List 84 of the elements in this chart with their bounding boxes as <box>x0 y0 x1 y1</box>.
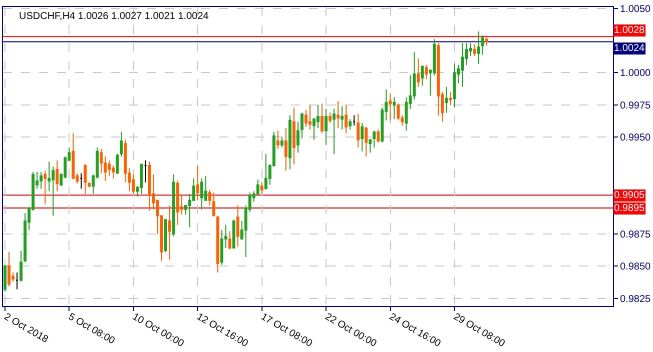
candlestick <box>172 174 176 237</box>
x-tick-label: 29 Oct 08:00 <box>451 311 507 350</box>
candlestick <box>216 215 220 273</box>
candlestick <box>308 104 312 130</box>
candlestick <box>332 108 336 154</box>
y-tick-label: 0.9875 <box>620 229 652 240</box>
candlestick <box>348 118 352 130</box>
candlestick <box>485 37 488 46</box>
candlestick <box>8 251 10 288</box>
candlestick <box>416 58 420 88</box>
y-tick-label: 0.9950 <box>620 132 652 144</box>
candlestick <box>116 153 119 174</box>
y-tick-label: 0.9975 <box>620 100 652 112</box>
y-tick-label: 0.9850 <box>620 262 652 273</box>
x-tick-label: 10 Oct 00:00 <box>130 311 186 350</box>
candlestick <box>176 180 180 226</box>
x-tick-label: 24 Oct 16:00 <box>387 311 443 350</box>
candlestick <box>424 64 428 80</box>
ref-line-label: 1.0024 <box>614 43 646 54</box>
candlestick <box>228 230 232 250</box>
candlestick <box>16 272 19 290</box>
candlestick <box>296 121 300 154</box>
candlestick <box>300 112 304 139</box>
candlestick <box>200 178 204 210</box>
candlestick <box>280 136 284 148</box>
candlestick <box>340 106 344 130</box>
candlestick <box>144 160 147 183</box>
candlestick <box>4 264 6 292</box>
candlestick <box>288 114 292 170</box>
x-tick-label: 12 Oct 16:00 <box>194 311 250 350</box>
x-tick-label: 22 Oct 00:00 <box>323 311 379 350</box>
candlestick <box>20 250 23 282</box>
candlestick <box>140 164 143 194</box>
candlestick <box>453 63 456 108</box>
candlestick <box>481 34 484 56</box>
candlestick <box>168 204 172 260</box>
x-tick-label: 17 Oct 08:00 <box>258 311 314 350</box>
candlestick <box>388 92 392 121</box>
candlestick <box>120 132 123 157</box>
candlestick <box>292 107 296 165</box>
candlestick <box>324 108 328 146</box>
candlestick <box>164 219 168 252</box>
candlestick <box>40 171 43 190</box>
candlestick <box>444 86 448 114</box>
x-tick-label: 2 Oct 2018 <box>2 311 50 346</box>
candlestick <box>260 182 264 194</box>
candlestick <box>372 130 376 148</box>
candlestick <box>368 139 372 154</box>
ref-line-label: 0.9895 <box>614 203 646 214</box>
candlestick <box>352 114 356 126</box>
candlestick <box>44 170 47 205</box>
candlestick <box>208 190 212 206</box>
candlestick <box>220 229 224 266</box>
candlestick <box>356 113 360 148</box>
candlestick <box>461 42 464 88</box>
candlestick <box>284 128 288 172</box>
candlestick <box>88 182 91 188</box>
candlestick <box>344 104 348 134</box>
candlestick <box>56 160 59 192</box>
candlestick <box>360 122 364 152</box>
candlestick <box>328 112 332 124</box>
candlestick <box>84 164 87 194</box>
candlestick <box>264 153 268 190</box>
candlestick <box>392 96 396 120</box>
y-tick-label: 0.9825 <box>620 294 652 305</box>
candlestick <box>80 172 83 190</box>
chart-title: USDCHF,H4 1.0026 1.0027 1.0021 1.0024 <box>19 11 210 22</box>
candlestick <box>477 30 480 64</box>
x-tick-label: 5 Oct 08:00 <box>66 311 117 347</box>
candlestick <box>276 130 280 150</box>
candlestick <box>473 44 476 56</box>
candlestick <box>212 192 216 216</box>
ref-line-label: 1.0028 <box>614 25 646 36</box>
candlestick <box>364 126 368 157</box>
candlestick <box>420 66 424 86</box>
y-tick-label: 1.0000 <box>620 68 652 80</box>
candlestick <box>148 161 151 212</box>
candlestick <box>196 165 200 201</box>
candlestick <box>448 92 452 106</box>
y-tick-label: 1.0050 <box>620 4 652 15</box>
ref-line-label: 0.9905 <box>614 190 646 201</box>
candlestick <box>320 103 324 134</box>
candlestick <box>236 204 240 248</box>
candlestick <box>336 100 340 129</box>
